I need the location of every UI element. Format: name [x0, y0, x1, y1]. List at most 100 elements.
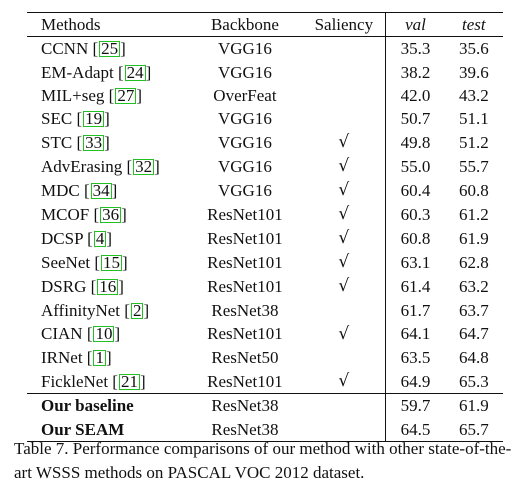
citation: [4] — [87, 228, 112, 248]
method-cell: IRNet [1] — [27, 346, 187, 369]
method-cell: STC [33] — [27, 130, 187, 154]
checkmark-icon: √ — [338, 228, 350, 249]
method-name: STC — [41, 132, 73, 152]
table-row: MDC [34] VGG16 √ 60.4 60.8 — [27, 178, 503, 203]
table-row: EM-Adapt [24] VGG16 38.2 39.6 — [27, 60, 503, 84]
checkmark-icon: √ — [338, 204, 350, 225]
backbone-cell: OverFeat — [213, 86, 277, 106]
citation: [32] — [126, 156, 160, 176]
method-name: MCOF — [41, 204, 90, 224]
citation-link[interactable]: 1 — [93, 347, 106, 367]
table-row: SEC [19] VGG16 50.7 51.1 — [27, 107, 503, 131]
citation-link[interactable]: 25 — [99, 39, 121, 59]
citation-link[interactable]: 36 — [100, 204, 122, 224]
table-header: Methods Backbone Saliency val test — [27, 12, 503, 37]
test-score: 63.2 — [458, 276, 489, 296]
test-score: 39.6 — [458, 62, 489, 82]
backbone-cell: ResNet38 — [211, 300, 279, 320]
test-score: 43.2 — [458, 86, 489, 106]
method-cell: SEC [19] — [27, 107, 187, 130]
citation: [36] — [93, 204, 127, 224]
test-score: 64.8 — [458, 347, 489, 367]
our-method-row: Our SEAM ResNet38 64.5 65.7 — [27, 417, 503, 442]
method-name: SeeNet — [41, 252, 91, 272]
val-score: 64.5 — [400, 419, 431, 439]
backbone-cell: ResNet50 — [211, 347, 279, 367]
method-cell: CCNN [25] — [27, 37, 187, 61]
method-name: Our SEAM — [41, 419, 125, 439]
test-score: 51.1 — [458, 109, 489, 129]
table-row: SeeNet [15] ResNet101 √ 63.1 62.8 — [27, 250, 503, 275]
method-cell: MDC [34] — [27, 178, 187, 202]
citation-link[interactable]: 19 — [83, 109, 105, 129]
citation: [34] — [83, 180, 118, 200]
header-backbone: Backbone — [210, 15, 279, 35]
method-cell: CIAN [10] — [27, 322, 187, 346]
test-score: 55.7 — [458, 156, 489, 176]
citation-link[interactable]: 2 — [130, 300, 144, 320]
citation: [2] — [124, 300, 150, 320]
checkmark-icon: √ — [338, 180, 350, 201]
method-cell: FickleNet [21] — [27, 369, 187, 394]
saliency-cell: √ — [302, 178, 387, 203]
backbone-cell: VGG16 — [218, 156, 272, 176]
results-table: Methods Backbone Saliency val test CCNN … — [27, 12, 503, 442]
val-score: 64.1 — [400, 324, 431, 344]
backbone-cell: ResNet101 — [207, 371, 283, 391]
saliency-cell — [302, 60, 387, 84]
method-name: IRNet — [41, 347, 83, 367]
val-score: 49.8 — [400, 132, 431, 152]
saliency-cell: √ — [302, 226, 387, 251]
table-row: AffinityNet [2] ResNet38 61.7 63.7 — [27, 298, 503, 322]
citation-link[interactable]: 33 — [83, 132, 105, 152]
val-score: 42.0 — [400, 86, 431, 106]
citation-link[interactable]: 21 — [118, 371, 140, 391]
header-row: Methods Backbone Saliency val test — [27, 12, 503, 37]
citation-link[interactable]: 16 — [97, 276, 119, 296]
checkmark-icon: √ — [338, 276, 350, 297]
method-name: CCNN — [41, 39, 89, 59]
method-name: SEC — [41, 109, 73, 129]
backbone-cell: ResNet101 — [207, 228, 283, 248]
citation: [25] — [92, 39, 126, 59]
test-score: 65.7 — [458, 419, 489, 439]
saliency-cell — [302, 298, 387, 322]
saliency-cell: √ — [302, 202, 387, 227]
method-name: Our baseline — [41, 396, 134, 416]
citation: [33] — [76, 132, 110, 152]
saliency-cell — [302, 393, 387, 418]
test-score: 65.3 — [458, 371, 489, 391]
table-row: DSRG [16] ResNet101 √ 61.4 63.2 — [27, 274, 503, 299]
citation: [10] — [86, 324, 121, 344]
test-score: 61.9 — [458, 396, 489, 416]
citation: [27] — [108, 86, 143, 106]
saliency-cell — [302, 345, 387, 370]
checkmark-icon: √ — [338, 252, 350, 273]
val-score: 63.5 — [400, 347, 431, 367]
val-score: 35.3 — [400, 39, 431, 59]
saliency-cell — [302, 107, 387, 131]
val-score: 59.7 — [400, 396, 431, 416]
table-caption: Table 7. Performance comparisons of our … — [14, 439, 512, 482]
val-score: 60.3 — [400, 204, 431, 224]
citation-link[interactable]: 27 — [115, 86, 137, 106]
val-score: 50.7 — [400, 109, 431, 129]
citation-link[interactable]: 34 — [90, 180, 112, 200]
method-cell: DSRG [16] — [27, 274, 187, 298]
backbone-cell: VGG16 — [218, 180, 272, 200]
method-name: MIL+seg — [41, 86, 105, 106]
saliency-cell: √ — [302, 321, 387, 346]
citation-link[interactable]: 32 — [133, 156, 155, 176]
citation-link[interactable]: 10 — [93, 324, 115, 344]
citation-link[interactable]: 15 — [101, 252, 123, 272]
saliency-cell — [302, 83, 387, 108]
citation: [21] — [112, 371, 146, 391]
backbone-cell: ResNet38 — [211, 419, 279, 439]
citation-link[interactable]: 24 — [124, 62, 146, 82]
saliency-cell: √ — [302, 369, 387, 394]
val-score: 64.9 — [400, 371, 431, 391]
citation-link[interactable]: 4 — [93, 228, 107, 248]
method-name: MDC — [41, 180, 80, 200]
saliency-cell: √ — [302, 130, 387, 155]
table-row: MIL+seg [27] OverFeat 42.0 43.2 — [27, 83, 503, 108]
